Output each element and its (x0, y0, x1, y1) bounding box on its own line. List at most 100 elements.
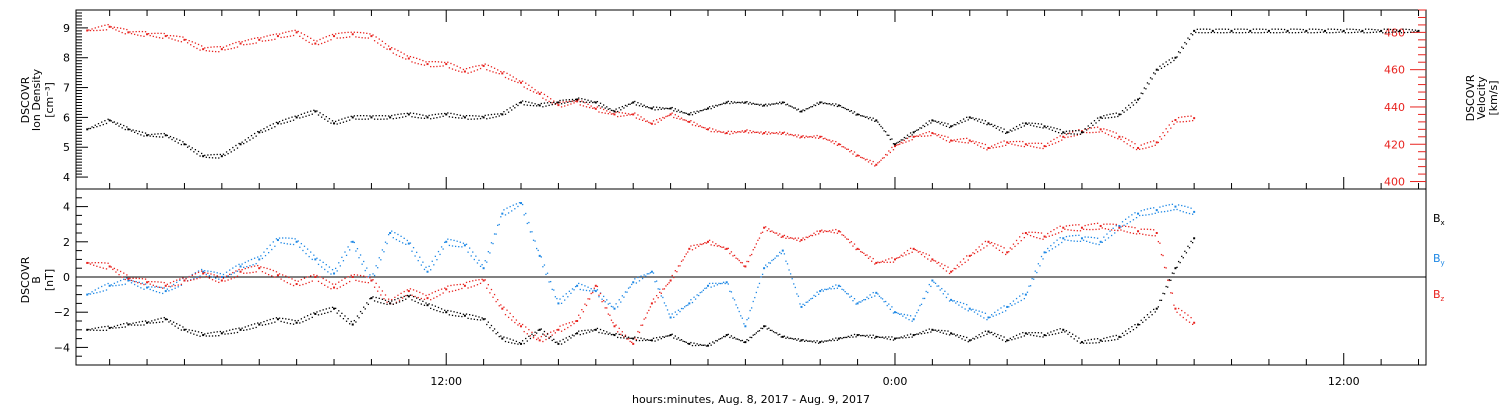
bz-point-fill (116, 269, 119, 271)
velocity-point-fill (775, 132, 778, 134)
bz-point-fill (1140, 228, 1142, 230)
by-point-fill (1163, 210, 1166, 213)
velocity-point-fill (275, 33, 278, 35)
velocity-point-fill (607, 112, 609, 115)
bx-point-fill (579, 333, 581, 336)
bx-point-fill (255, 326, 257, 329)
velocity-point-fill (1087, 128, 1089, 130)
density-point-fill (257, 130, 259, 133)
velocity-point-fill (1019, 140, 1021, 143)
density-point (295, 116, 298, 119)
velocity-point (987, 146, 990, 149)
by-point-fill (713, 285, 715, 287)
by-point-fill (451, 245, 454, 247)
velocity-point-fill (391, 47, 393, 49)
by-point-fill (498, 223, 500, 226)
by-point-fill (336, 270, 338, 272)
velocity-point-fill (1095, 131, 1097, 133)
bz-point-fill (484, 279, 486, 281)
bz-point-fill (498, 305, 500, 307)
velocity-point-fill (553, 100, 555, 102)
by-point-fill (406, 239, 408, 242)
bx-point-fill (1037, 332, 1040, 334)
velocity-point-fill (802, 135, 804, 137)
bx-point-fill (507, 341, 510, 343)
by-point (1080, 237, 1083, 240)
velocity-point-fill (962, 138, 965, 140)
velocity-tick-label: 400 (1384, 176, 1405, 189)
velocity-point-fill (208, 50, 211, 52)
density-point-fill (123, 124, 125, 127)
by-point-fill (771, 259, 773, 262)
bx-point (1099, 339, 1102, 342)
bz-point-fill (473, 285, 475, 287)
bx-point (1118, 335, 1121, 338)
density-point-fill (1318, 28, 1320, 31)
bx-point-fill (836, 339, 839, 341)
density-point-fill (596, 100, 599, 103)
velocity-point-fill (588, 106, 591, 109)
density-point-fill (602, 104, 605, 106)
bx-point-fill (953, 333, 955, 335)
bz-point-fill (168, 285, 170, 288)
bz-point-fill (673, 276, 675, 279)
by-point (1024, 293, 1027, 296)
density-point-fill (347, 116, 349, 118)
bz-point-fill (713, 244, 715, 247)
velocity-point-fill (305, 39, 307, 42)
bx-point-fill (216, 331, 218, 333)
density-point-fill (149, 135, 151, 137)
by-point-fill (741, 317, 743, 319)
velocity-point-fill (733, 130, 736, 133)
bx-point-fill (970, 339, 973, 341)
density-point-fill (939, 123, 941, 125)
bz-point-fill (780, 236, 782, 238)
bx-point-fill (160, 317, 162, 319)
density-point-fill (905, 137, 907, 139)
by-point-fill (163, 287, 165, 289)
density-point-fill (197, 150, 200, 153)
bx-point-fill (261, 324, 264, 326)
velocity-point (594, 107, 597, 110)
velocity-point-fill (1190, 115, 1192, 117)
velocity-point-fill (232, 42, 234, 45)
bz-point-fill (1187, 314, 1189, 316)
by-point-fill (199, 275, 201, 277)
bx-point-fill (1057, 332, 1060, 334)
bz-point-fill (462, 283, 465, 285)
velocity-point-fill (602, 108, 605, 111)
bz-point (127, 277, 130, 280)
velocity-point-fill (392, 52, 394, 54)
density-point-fill (853, 111, 856, 113)
bz-point-fill (553, 330, 555, 332)
by-point-fill (696, 294, 698, 296)
bz-point-fill (400, 292, 402, 295)
density-point-fill (1227, 28, 1230, 30)
velocity-point-fill (96, 29, 98, 32)
bz-point-fill (906, 249, 909, 252)
velocity-point-fill (772, 132, 775, 134)
bz-point-fill (425, 294, 427, 297)
velocity-point-fill (939, 136, 941, 139)
bz-point-fill (1182, 316, 1184, 319)
density-point (1230, 29, 1233, 32)
density-point-fill (1209, 28, 1211, 30)
bx-point-fill (825, 340, 828, 342)
velocity-point-fill (1128, 139, 1130, 141)
velocity-point-fill (593, 107, 595, 109)
density-point-fill (1299, 28, 1301, 31)
velocity-point-fill (250, 38, 253, 40)
bx-point-fill (535, 332, 538, 334)
bz-point-fill (123, 272, 125, 274)
bx-point-fill (1103, 337, 1105, 340)
density-point-fill (891, 138, 893, 140)
bx-point-fill (394, 299, 396, 301)
bx-point-fill (760, 327, 762, 329)
bx-point-fill (976, 337, 979, 339)
bz-point-fill (1191, 323, 1194, 326)
by-point-fill (866, 296, 868, 298)
bz-point-fill (959, 261, 962, 263)
by-point-fill (612, 306, 614, 308)
bz-point-fill (655, 294, 658, 297)
by-point-fill (922, 297, 924, 300)
